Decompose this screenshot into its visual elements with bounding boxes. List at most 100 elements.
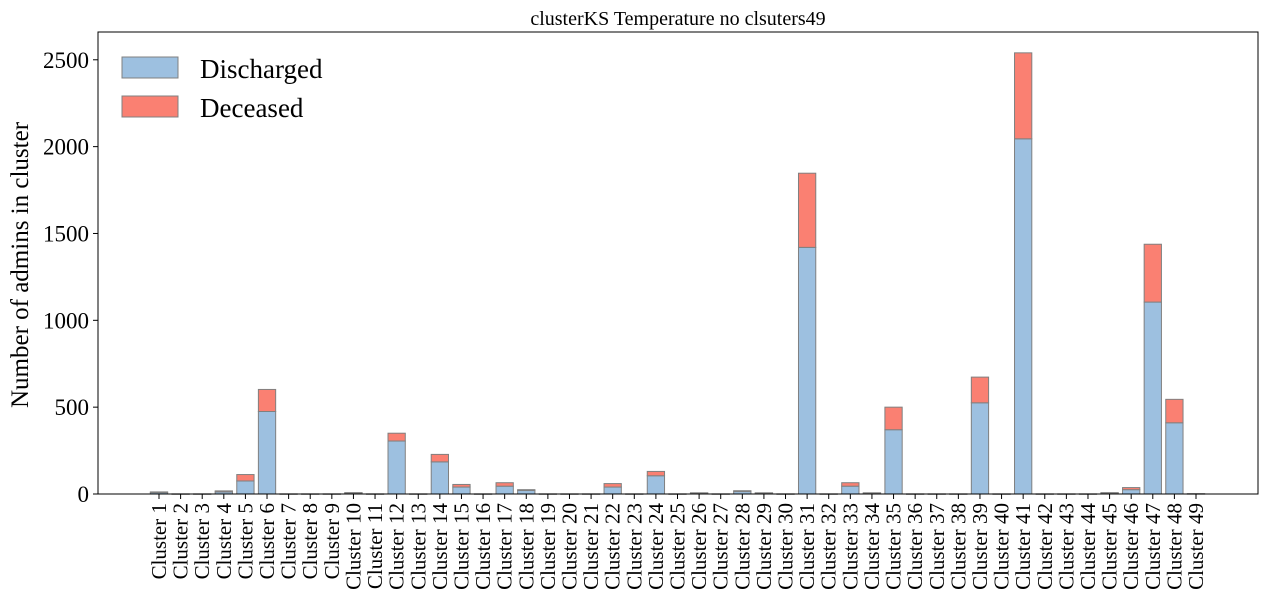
x-tick-label: Cluster 47 [1141,503,1165,590]
bar-discharged-cluster-46 [1122,489,1141,495]
x-tick-label: Cluster 49 [1184,503,1208,590]
bar-discharged-cluster-14 [430,461,449,495]
x-tick-label: Cluster 45 [1098,503,1122,590]
legend-label-discharged: Discharged [200,54,323,84]
x-tick-label: Cluster 22 [601,503,625,590]
legend: Discharged Deceased [121,54,323,123]
bar-discharged-cluster-12 [387,440,406,495]
x-tick-label: Cluster 23 [622,503,646,590]
x-tick-label: Cluster 2 [169,503,193,579]
bar-discharged-cluster-15 [452,486,471,495]
x-tick-label: Cluster 39 [968,503,992,590]
bar-deceased-cluster-45 [1100,492,1119,494]
bar-discharged-cluster-33 [841,485,860,495]
bar-discharged-cluster-41 [1014,138,1033,495]
x-tick-label: Cluster 28 [730,503,754,590]
bar-deceased-cluster-12 [387,432,406,442]
y-axis: 0 500 1000 1500 2000 2500 [43,48,98,507]
x-tick-label: Cluster 44 [1076,503,1100,590]
bar-deceased-cluster-10 [344,492,363,494]
x-tick-label: Cluster 43 [1054,503,1078,590]
bar-deceased-cluster-35 [884,406,903,431]
bar-deceased-cluster-46 [1122,487,1141,491]
x-tick-label: Cluster 19 [536,503,560,590]
x-tick-label: Cluster 48 [1162,503,1186,590]
x-tick-label: Cluster 3 [190,503,214,579]
y-tick-label: 1000 [43,308,89,333]
legend-swatch-deceased [121,95,179,118]
x-tick-label: Cluster 5 [233,503,257,579]
bar-deceased-cluster-28 [733,490,752,493]
bar-deceased-cluster-31 [797,172,817,248]
bar-discharged-cluster-18 [517,490,536,495]
x-tick-label: Cluster 11 [363,503,387,589]
x-tick-label: Cluster 29 [752,503,776,590]
x-tick-label: Cluster 35 [882,503,906,590]
bar-deceased-cluster-22 [603,483,622,488]
bar-discharged-cluster-17 [495,485,514,495]
legend-label-deceased: Deceased [200,93,304,123]
x-tick-label: Cluster 24 [644,503,668,590]
bar-deceased-cluster-33 [841,482,860,487]
plot-frame [97,31,1259,495]
x-tick-label: Cluster 46 [1119,503,1143,590]
x-tick-label: Cluster 31 [795,503,819,590]
bar-discharged-cluster-22 [603,486,622,495]
x-tick-label: Cluster 16 [471,503,495,590]
x-tick-label: Cluster 33 [838,503,862,590]
bar-discharged-cluster-39 [970,402,990,495]
x-tick-label: Cluster 26 [687,503,711,590]
x-tick-label: Cluster 37 [925,503,949,590]
x-tick-label: Cluster 25 [666,503,690,590]
bar-deceased-cluster-15 [452,483,471,488]
bar-discharged-cluster-6 [257,411,277,495]
bar-deceased-cluster-26 [689,492,709,494]
bar-discharged-cluster-5 [236,480,255,495]
y-tick-label: 0 [78,482,90,507]
x-tick-label: Cluster 30 [774,503,798,590]
x-tick-label: Cluster 41 [1011,503,1035,590]
bar-deceased-cluster-1 [149,491,169,494]
bar-discharged-cluster-31 [797,246,817,495]
x-tick-label: Cluster 1 [147,503,171,579]
x-tick-label: Cluster 40 [990,503,1014,590]
x-tick-label: Cluster 12 [385,503,409,590]
bar-discharged-cluster-35 [884,429,903,495]
x-tick-label: Cluster 20 [557,503,581,590]
x-tick-label: Cluster 32 [817,503,841,590]
x-tick-label: Cluster 21 [579,503,603,590]
x-tick-label: Cluster 18 [514,503,538,590]
x-tick-label: Cluster 13 [406,503,430,590]
x-tick-label: Cluster 7 [277,503,301,579]
bar-deceased-cluster-47 [1143,243,1162,303]
bar-deceased-cluster-34 [862,492,882,494]
y-tick-label: 1500 [43,221,89,246]
x-tick-label: Cluster 15 [449,503,473,590]
x-tick-label: Cluster 38 [946,503,970,590]
x-tick-label: Cluster 42 [1033,503,1057,590]
bar-deceased-cluster-17 [495,482,514,487]
y-tick-label: 500 [55,395,90,420]
bar-deceased-cluster-24 [646,470,666,477]
x-tick-label: Cluster 4 [212,503,236,580]
bar-discharged-cluster-48 [1165,422,1184,495]
x-tick-label: Cluster 27 [709,503,733,590]
bars-layer [149,52,1206,495]
chart-title: clusterKS Temperature no clsuters49 [530,8,825,30]
bar-discharged-cluster-24 [646,475,666,495]
bar-deceased-cluster-48 [1165,398,1184,424]
x-tick-label: Cluster 9 [320,503,344,579]
x-tick-label: Cluster 36 [903,503,927,590]
bar-deceased-cluster-6 [257,388,277,413]
y-tick-label: 2500 [43,48,89,73]
x-tick-label: Cluster 8 [298,503,322,579]
bar-deceased-cluster-39 [970,376,990,404]
bar-deceased-cluster-4 [214,490,233,493]
legend-swatch-discharged [121,56,179,79]
bar-deceased-cluster-5 [236,474,255,482]
x-tick-label: Cluster 34 [860,503,884,590]
bar-deceased-cluster-29 [754,492,774,494]
